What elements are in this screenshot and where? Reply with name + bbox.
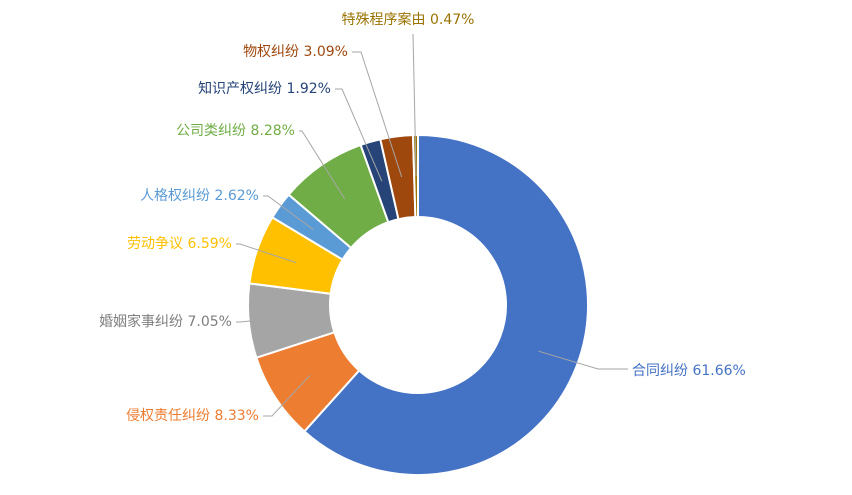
- data-label-6: 公司类纠纷 8.28%: [176, 123, 295, 139]
- leader-line-6: [299, 130, 346, 200]
- slices-group: [247, 133, 589, 476]
- slice-9: [411, 133, 419, 219]
- leader-line-7: [335, 88, 383, 182]
- data-label-2: 侵权责任纠纷 8.33%: [126, 407, 259, 424]
- labels-group: 合同纠纷 61.66% 侵权责任纠纷 8.33% 婚姻家事纠纷 7.05% 劳动争议 …: [99, 11, 746, 424]
- data-label-8: 物权纠纷 3.09%: [243, 44, 348, 60]
- leader-line-2: [263, 375, 311, 417]
- leader-line-5: [263, 195, 314, 231]
- data-label-1: 合同纠纷 61.66%: [632, 363, 746, 379]
- leader-line-4: [236, 243, 297, 264]
- data-label-3: 婚姻家事纠纷 7.05%: [99, 313, 232, 330]
- leader-line-9: [412, 33, 417, 177]
- leader-lines-group: [236, 33, 628, 417]
- data-label-4: 劳动争议 6.59%: [127, 236, 232, 252]
- data-label-5: 人格权纠纷 2.62%: [140, 188, 259, 204]
- leader-line-8: [352, 51, 403, 178]
- leader-line-1: [538, 350, 628, 370]
- data-label-7: 知识产权纠纷 1.92%: [198, 80, 331, 97]
- leader-line-3: [236, 316, 290, 323]
- slice-1: [302, 133, 589, 476]
- data-label-9: 特殊程序案由 0.47%: [342, 11, 475, 28]
